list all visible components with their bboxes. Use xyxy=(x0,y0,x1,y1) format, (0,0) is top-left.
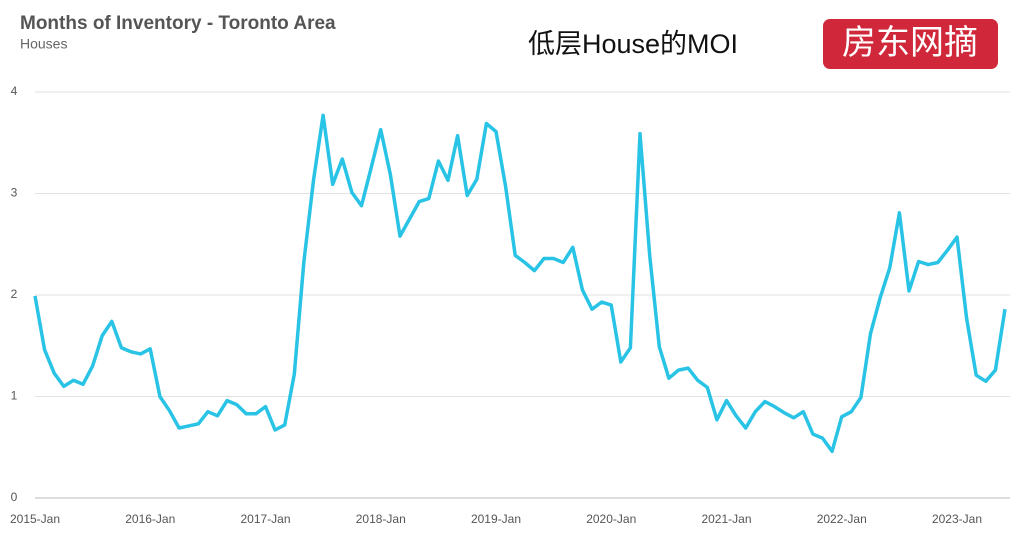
x-tick-label: 2019-Jan xyxy=(471,512,521,526)
x-tick-label: 2015-Jan xyxy=(10,512,60,526)
x-tick-label: 2022-Jan xyxy=(817,512,867,526)
y-tick-label: 4 xyxy=(11,84,18,98)
badge-background xyxy=(823,19,998,69)
chart-title: Months of Inventory - Toronto Area xyxy=(20,13,336,34)
y-tick-label: 1 xyxy=(11,389,18,403)
y-tick-label: 2 xyxy=(11,287,18,301)
annotation: 低层House的MOI xyxy=(528,29,738,59)
x-tick-label: 2017-Jan xyxy=(240,512,290,526)
y-tick-label: 3 xyxy=(11,186,18,200)
x-tick-label: 2020-Jan xyxy=(586,512,636,526)
x-tick-label: 2018-Jan xyxy=(356,512,406,526)
x-tick-label: 2016-Jan xyxy=(125,512,175,526)
badge: 房东网摘 xyxy=(842,24,978,62)
y-tick-label: 0 xyxy=(11,490,18,504)
x-tick-label: 2023-Jan xyxy=(932,512,982,526)
x-tick-label: 2021-Jan xyxy=(701,512,751,526)
chart-subtitle: Houses xyxy=(20,36,67,52)
line xyxy=(33,113,1007,454)
